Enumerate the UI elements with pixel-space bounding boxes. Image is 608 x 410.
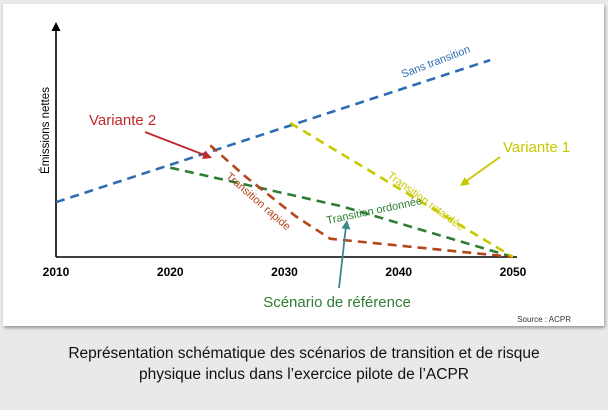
series-label: Sans transition [400, 44, 472, 81]
callout-variante-2: Variante 2 [89, 112, 156, 129]
x-tick-label: 2050 [500, 265, 527, 279]
series-label: Transition ordonnée [325, 195, 423, 227]
callout-scenario-reference: Scénario de référence [263, 294, 411, 311]
y-axis-arrow [51, 22, 61, 31]
callout-arrowhead-variante-1 [460, 177, 470, 186]
callout-variante-1: Variante 1 [503, 139, 570, 156]
callout-arrow-variante-1 [464, 156, 501, 183]
callout-arrowhead-scenario-reference [341, 220, 351, 230]
callout-arrowhead-variante-2 [201, 150, 212, 159]
series-line [209, 144, 514, 259]
caption-line-2: physique inclus dans l’exercice pilote d… [139, 366, 469, 383]
caption-line-1: Représentation schématique des scénarios… [68, 345, 540, 362]
x-tick-label: 2010 [43, 265, 70, 279]
figure-caption: Représentation schématique des scénarios… [0, 343, 608, 385]
x-tick-label: 2040 [385, 265, 412, 279]
x-tick-label: 2030 [271, 265, 298, 279]
source-note: Source : ACPR [517, 315, 571, 324]
callout-arrow-variante-2 [144, 131, 208, 157]
callout-arrow-scenario-reference [338, 225, 347, 289]
chart: Émissions nettes 2010 2020 2030 2040 2050 Sans… [39, 22, 571, 324]
y-axis-label: Émissions nettes [39, 87, 52, 174]
series-label: Transition rapide [223, 170, 292, 233]
x-tick-label: 2020 [157, 265, 184, 279]
series-line [289, 121, 514, 259]
figure-panel: Émissions nettes 2010 2020 2030 2040 2050 Sans… [3, 4, 604, 326]
series-line [55, 58, 491, 204]
